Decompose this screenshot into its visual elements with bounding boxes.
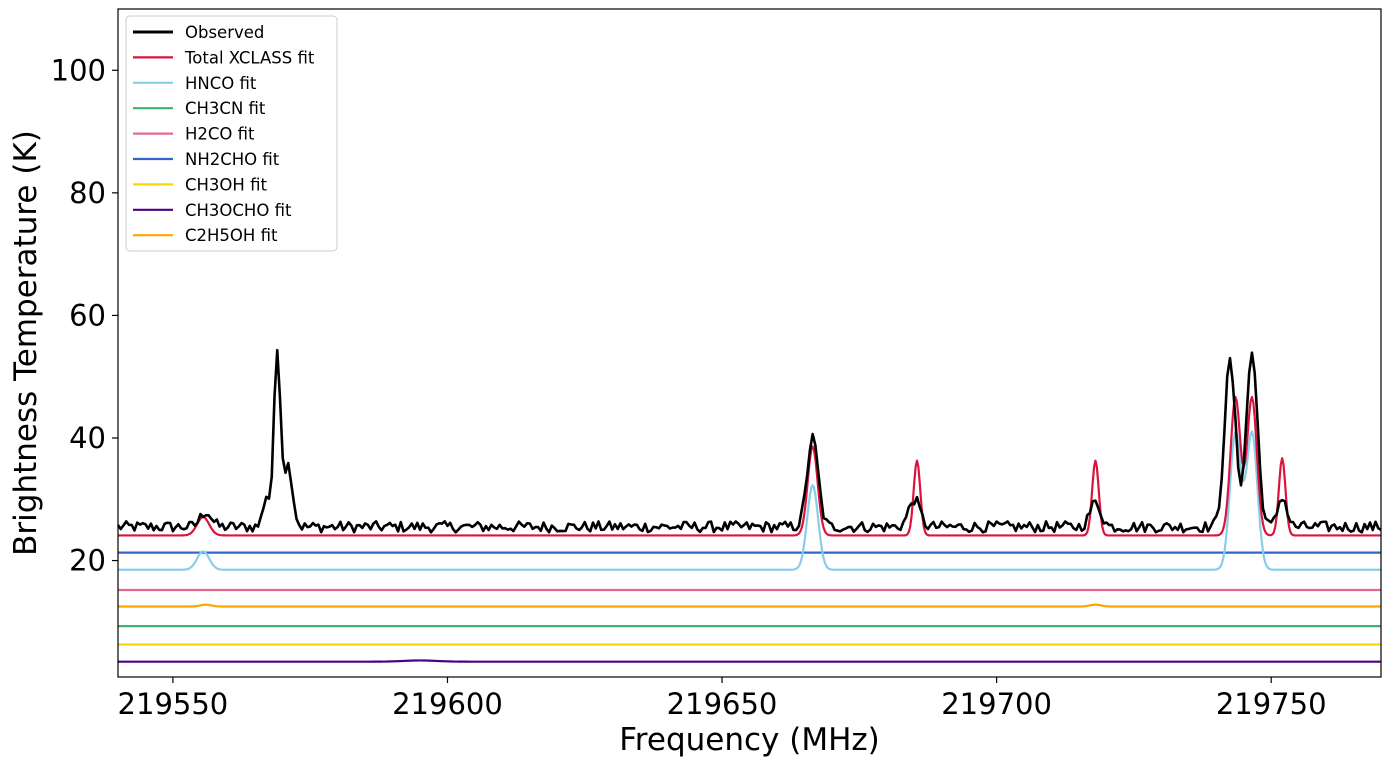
y-tick-label: 40 (69, 421, 106, 455)
x-tick-label: 219550 (118, 687, 229, 721)
legend-label: Observed (185, 23, 264, 42)
y-tick-label: 60 (69, 298, 106, 332)
series-line-c2h5oh-fit (118, 603, 1381, 608)
series-line-ch3ocho-fit (118, 659, 1381, 663)
legend-label: C2H5OH fit (185, 226, 278, 245)
plot-frame (117, 8, 1382, 678)
legend-label: CH3OH fit (185, 175, 267, 194)
legend-label: CH3CN fit (185, 99, 266, 118)
x-tick-label: 219600 (392, 687, 503, 721)
series-layer (116, 348, 1382, 663)
y-tick-label: 80 (69, 176, 106, 210)
legend-label: NH2CHO fit (185, 150, 280, 169)
x-axis: 219550 219600 219650 219700 219750 (118, 677, 1327, 721)
y-tick-label: 100 (51, 53, 106, 87)
legend: Observed Total XCLASS fit HNCO fit CH3CN fi… (125, 15, 338, 252)
series-line-observed (116, 348, 1382, 534)
y-axis-label: Brightness Temperature (K) (8, 130, 44, 556)
legend-label: CH3OCHO fit (185, 201, 292, 220)
legend-label: H2CO fit (185, 125, 255, 144)
x-tick-label: 219750 (1216, 687, 1327, 721)
x-tick-label: 219700 (941, 687, 1052, 721)
series-line-hnco-fit (118, 430, 1381, 571)
legend-label: HNCO fit (185, 74, 257, 93)
x-tick-label: 219650 (667, 687, 778, 721)
y-tick-label: 20 (69, 544, 106, 578)
x-axis-label: Frequency (MHz) (619, 722, 880, 758)
y-axis: 20 40 60 80 100 (51, 53, 118, 578)
series-line-total-xclass-fit (118, 395, 1381, 537)
legend-label: Total XCLASS fit (184, 48, 315, 67)
legend-box (125, 15, 338, 252)
